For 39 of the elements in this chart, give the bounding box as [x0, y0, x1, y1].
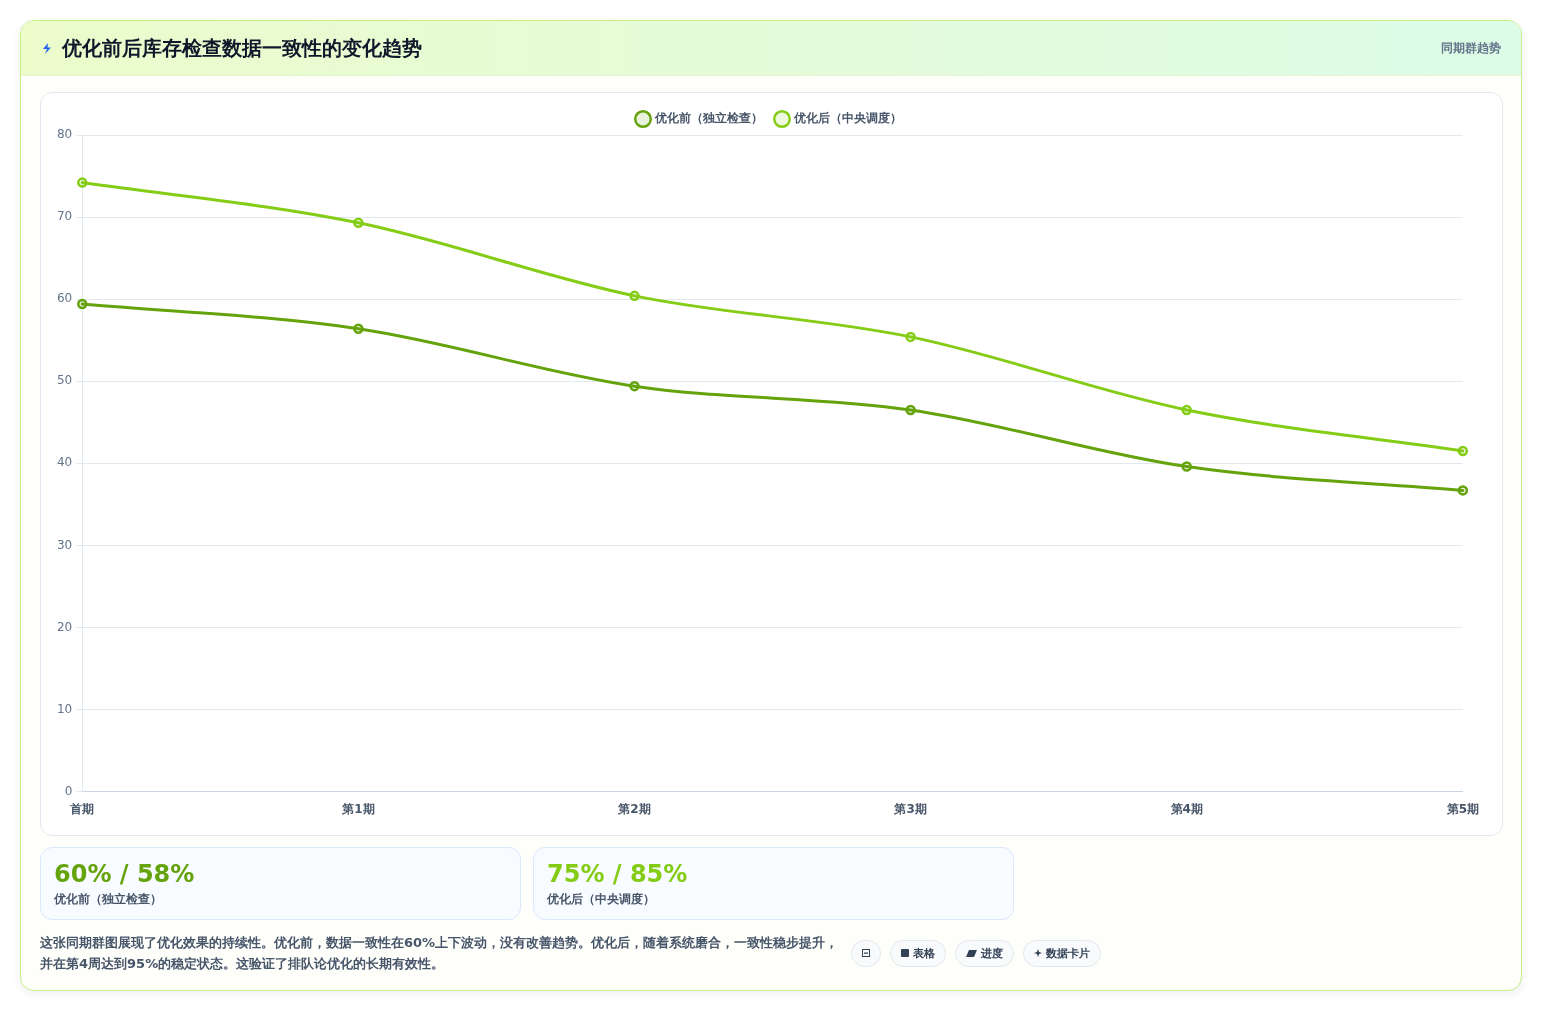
chart-subtitle: 同期群趋势 [1441, 39, 1501, 57]
text: 数据卡片 [1046, 945, 1090, 961]
text: 表格 [913, 945, 935, 961]
x-tick-label: 第4期 [1169, 801, 1203, 816]
y-tick-label: 10 [56, 701, 73, 716]
y-tick-label: 70 [56, 209, 73, 224]
point [1181, 461, 1192, 472]
point [77, 298, 88, 310]
text: 这张同期群图展现了优化效果的持续性。优化前，数据一致性在60%上下波动，没有改善趋势。优化后，随着系统磨合，一致性稳步提升，并在第4周达到95%的稳定状态。这验证了排队论优化的长期有效性。 [40, 934, 840, 973]
y-tick-label: 20 [56, 619, 73, 634]
y-tick-label: 60 [56, 291, 73, 306]
x-tick-label: 第1期 [341, 801, 375, 816]
y-tick-label: 30 [56, 537, 73, 552]
x-tick-label: 第3期 [893, 801, 927, 816]
text: 优化后（中央调度） [547, 892, 655, 906]
point [629, 290, 640, 302]
point [353, 323, 364, 334]
point [629, 380, 640, 392]
point [905, 404, 916, 416]
y-tick-label: 40 [56, 455, 73, 470]
chart-title: 优化前后库存检查数据一致性的变化趋势 [62, 34, 422, 62]
text: 进度 [981, 945, 1003, 961]
legend-label: 优化前（独立检查） [653, 111, 763, 126]
point [1457, 485, 1469, 496]
x-tick-label: 首期 [69, 801, 95, 816]
text: 60% / 58% [54, 860, 196, 888]
point [905, 331, 916, 343]
y-tick-label: 80 [56, 127, 73, 142]
text: 优化前（独立检查） [54, 892, 162, 906]
legend-label: 优化后（中央调度） [792, 111, 902, 126]
x-tick-label: 第2期 [617, 801, 651, 816]
point [1457, 445, 1469, 457]
point [1181, 404, 1192, 416]
y-tick-label: 50 [56, 373, 73, 388]
x-tick-label: 第5期 [1445, 801, 1479, 816]
text: 75% / 85% [547, 860, 689, 888]
point [77, 177, 88, 188]
point [353, 217, 364, 229]
y-tick-label: 0 [64, 783, 73, 798]
